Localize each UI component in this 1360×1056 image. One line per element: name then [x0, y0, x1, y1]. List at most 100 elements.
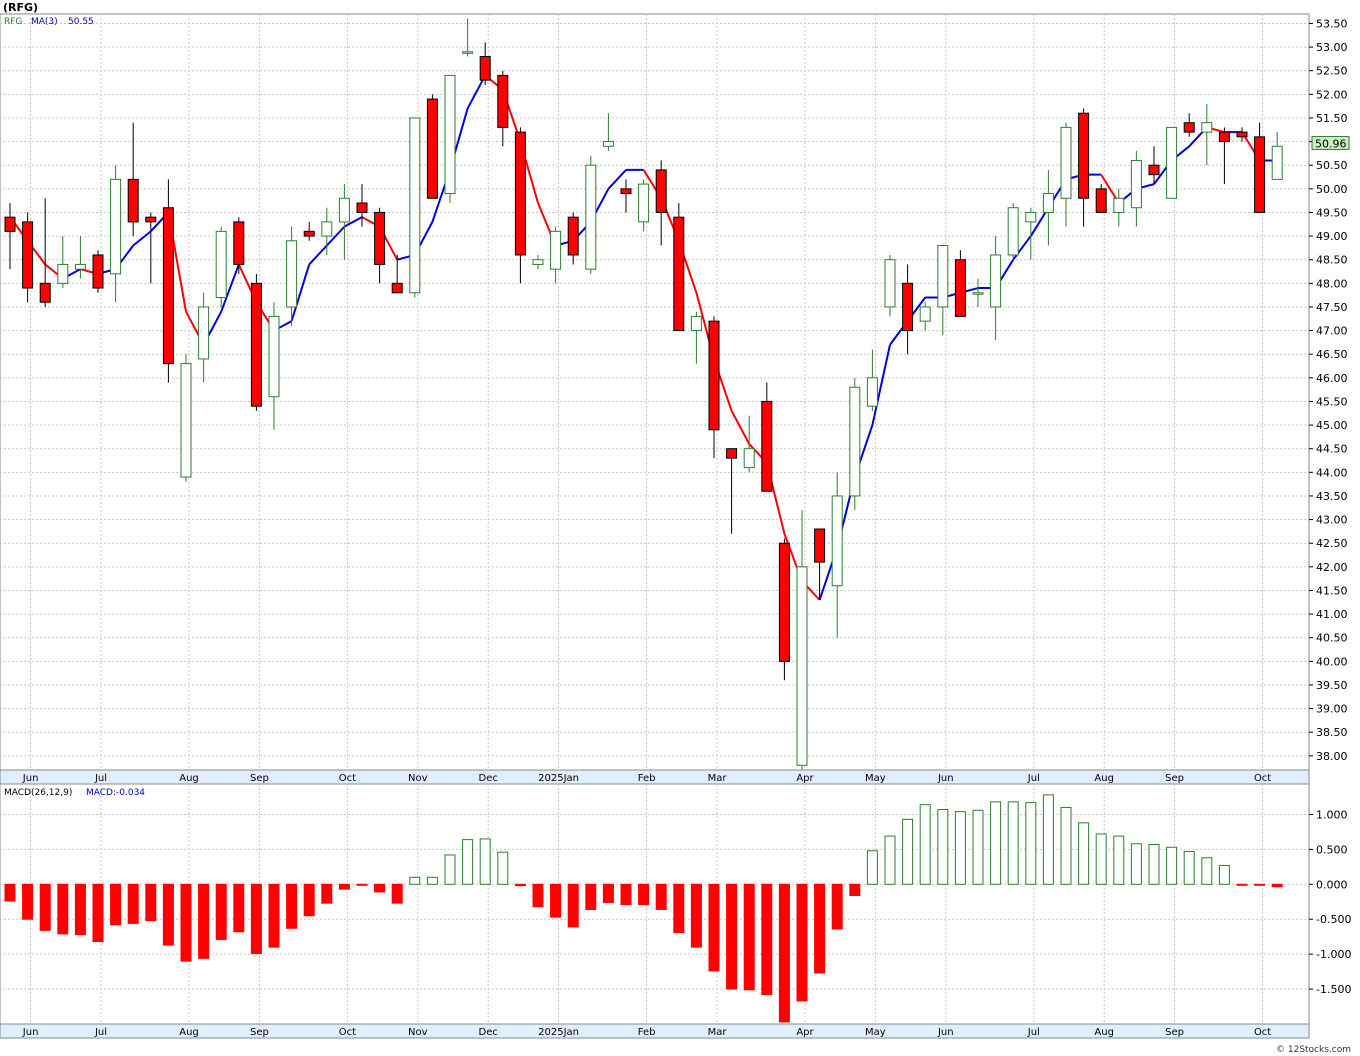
candle-body — [620, 188, 632, 195]
candle — [303, 221, 315, 241]
candle-body — [585, 164, 597, 270]
macd-bar — [743, 883, 755, 991]
candle-body — [1113, 197, 1125, 213]
candle — [215, 226, 227, 307]
candle-body — [708, 320, 720, 431]
candle — [1007, 203, 1019, 260]
candle-body — [338, 197, 350, 223]
credit-text: © 12Stocks.com — [1276, 1045, 1351, 1055]
candle-body — [1254, 136, 1266, 213]
candle — [74, 236, 86, 279]
candle-body — [514, 131, 526, 256]
macd-bar — [1025, 802, 1037, 885]
ma-segment — [343, 216, 363, 228]
candle — [57, 236, 69, 289]
candle — [638, 179, 650, 232]
candle — [145, 212, 157, 284]
candle — [1042, 169, 1054, 246]
price-tick-label: 48.00 — [1316, 277, 1348, 290]
macd-tick-label: 1.000 — [1316, 808, 1348, 821]
candle — [814, 528, 826, 600]
candle — [849, 377, 861, 511]
candle-body — [356, 202, 368, 213]
month-axis-labels: Jun Jul Aug Sep Oct Nov Dec 2025Jan Feb Mar Apr May… — [22, 773, 1272, 784]
macd-panel — [0, 783, 1310, 1025]
candle — [620, 179, 632, 213]
candle — [4, 203, 16, 270]
month-label: May — [865, 1027, 886, 1038]
candle-body — [233, 221, 245, 265]
macd-bar — [655, 883, 667, 910]
candle-body — [4, 216, 16, 232]
candle — [831, 472, 843, 638]
month-label: Aug — [1094, 773, 1114, 784]
macd-bar — [849, 883, 861, 896]
candle — [1166, 126, 1178, 199]
macd-bar — [1236, 883, 1248, 886]
candle — [180, 354, 192, 482]
candle — [1060, 122, 1072, 227]
price-tick-label: 44.50 — [1316, 443, 1348, 456]
candle-body — [1148, 164, 1160, 176]
candle — [673, 203, 685, 332]
candle-body — [479, 56, 491, 81]
month-label: Aug — [179, 773, 199, 784]
price-tick-label: 52.50 — [1316, 65, 1348, 78]
macd-bar — [356, 883, 368, 886]
month-label: Oct — [339, 1027, 356, 1038]
macd-bar — [479, 838, 491, 885]
candle — [690, 311, 702, 364]
candle-body — [1183, 122, 1195, 133]
candle-body — [550, 230, 562, 270]
month-label: Mar — [708, 773, 728, 784]
candle-body — [374, 211, 386, 265]
candle-body — [602, 141, 614, 147]
macd-legend-label: MACD(26,12,9) — [4, 788, 72, 798]
macd-bar — [514, 883, 526, 887]
price-tick-label: 39.00 — [1316, 703, 1348, 716]
candle — [250, 273, 262, 411]
legend-symbol: RFG — [4, 17, 22, 27]
macd-bar — [409, 876, 421, 885]
candle-body — [1218, 131, 1230, 143]
macd-tick-label: -1.000 — [1316, 948, 1351, 961]
macd-tick-label: -1.500 — [1316, 983, 1351, 996]
candle — [1078, 108, 1090, 227]
ma-segment — [290, 264, 311, 322]
macd-bar — [215, 883, 227, 940]
candle-body — [990, 254, 1002, 308]
candle-body — [198, 306, 210, 360]
month-label: Jul — [94, 773, 107, 784]
candle — [1025, 207, 1037, 260]
month-label: Jul — [1027, 773, 1040, 784]
candle — [497, 70, 509, 147]
candle — [321, 207, 333, 255]
macd-bar — [1042, 794, 1054, 885]
last-price-badge: 50.96 — [1311, 135, 1350, 150]
candle — [761, 382, 773, 492]
candle-body — [796, 566, 808, 766]
candle-body — [74, 263, 86, 270]
candle-body — [145, 216, 157, 223]
candle — [1183, 113, 1195, 137]
price-tick-label: 46.50 — [1316, 348, 1348, 361]
month-label: Apr — [796, 1027, 814, 1038]
month-label: Sep — [250, 1027, 269, 1038]
month-label: Feb — [638, 773, 656, 784]
price-tick-label: 38.00 — [1316, 750, 1348, 763]
candle — [127, 122, 139, 237]
candle-body — [1078, 112, 1090, 199]
candle — [268, 302, 280, 430]
macd-bar — [127, 883, 139, 924]
candle — [796, 510, 808, 770]
candle-body — [567, 216, 579, 256]
legend-ma-label: MA(3) — [31, 17, 58, 27]
price-tick-label: 45.00 — [1316, 419, 1348, 432]
chart-title: (RFG) — [3, 1, 38, 14]
macd-bar — [1078, 822, 1090, 885]
candle-body — [831, 495, 843, 587]
month-label: Oct — [1254, 773, 1271, 784]
candle — [1218, 127, 1230, 185]
candle — [585, 155, 597, 274]
candle — [655, 160, 667, 246]
